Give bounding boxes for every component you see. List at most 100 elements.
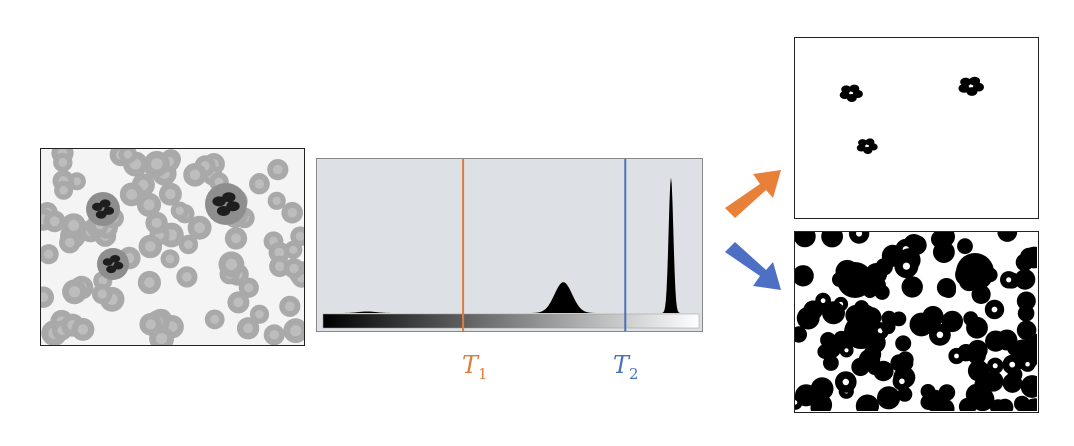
large-cell-blob xyxy=(956,253,994,291)
cell-blob xyxy=(897,351,914,368)
red-cell-center xyxy=(225,258,238,271)
cell-hole xyxy=(820,298,826,304)
red-cell-center xyxy=(72,177,81,186)
red-cell-center xyxy=(126,189,138,200)
cell-blob xyxy=(985,330,1007,352)
red-cell-center xyxy=(233,297,244,308)
red-cell-center xyxy=(64,237,75,248)
red-cell-center xyxy=(165,188,176,200)
cell-blob xyxy=(965,383,988,406)
nucleus-blob xyxy=(849,84,860,93)
red-cell-center xyxy=(289,245,298,254)
arrow-down-right-icon xyxy=(725,242,781,290)
cell-blob xyxy=(811,381,826,395)
binary-mask-nuclei xyxy=(794,37,1039,219)
nucleus-lobe xyxy=(99,199,111,208)
red-cell-center xyxy=(59,186,68,195)
large-cell-blob xyxy=(844,315,878,349)
blood-smear-drawing xyxy=(41,149,304,345)
red-cell-center xyxy=(295,231,304,241)
red-cell-center xyxy=(97,289,107,299)
white-cell xyxy=(97,248,129,280)
cell-blob xyxy=(821,232,843,248)
cell-blob xyxy=(851,357,870,377)
cell-hole xyxy=(899,378,905,385)
cell-blob xyxy=(795,265,814,287)
red-cell-center xyxy=(145,319,156,330)
cell-blob xyxy=(941,283,956,298)
cell-hole xyxy=(795,400,798,405)
cell-blob xyxy=(855,394,879,411)
red-cell-center xyxy=(231,233,241,244)
cell-blob xyxy=(1016,320,1037,341)
cell-blob xyxy=(877,386,901,410)
red-cell-center xyxy=(287,207,297,218)
nucleus-lobe xyxy=(103,206,115,215)
cell-blob xyxy=(1020,247,1037,267)
nucleus-blob xyxy=(969,76,981,86)
cell-blob xyxy=(922,305,944,328)
red-cell-center xyxy=(144,277,155,288)
cell-hole xyxy=(954,353,959,359)
cell-hole xyxy=(902,262,910,270)
red-cell-center xyxy=(151,158,163,170)
red-cell-center xyxy=(182,272,192,282)
nucleus-blob xyxy=(841,85,852,94)
cell-blob xyxy=(933,398,955,411)
red-cell-center xyxy=(175,206,184,215)
red-cell-center xyxy=(145,241,156,252)
cell-hole xyxy=(991,306,998,313)
red-cell-center xyxy=(41,292,49,303)
red-cell-center xyxy=(98,276,108,285)
cell-blob xyxy=(822,301,845,325)
histogram-panel xyxy=(316,158,703,332)
cell-blob xyxy=(1012,339,1033,360)
white-cell xyxy=(86,192,120,226)
cells-mask-drawing xyxy=(795,232,1037,411)
cell-blob xyxy=(1014,269,1036,290)
nucleus-blob xyxy=(858,139,868,147)
threshold-label-t2: T2 xyxy=(613,351,639,383)
cell-blob xyxy=(1023,398,1037,411)
cell-blob xyxy=(823,355,839,371)
red-cell-center xyxy=(244,283,254,293)
red-cell-center xyxy=(273,164,283,175)
blood-smear-image xyxy=(40,148,305,346)
cell-blob xyxy=(795,232,816,248)
red-cell-center xyxy=(274,261,285,272)
cell-hole xyxy=(1006,277,1012,283)
cell-blob xyxy=(867,361,882,376)
nucleus-lobe xyxy=(110,255,121,263)
threshold-label-t1: T1 xyxy=(462,351,488,383)
cell-blob xyxy=(848,232,870,244)
red-cell-center xyxy=(156,332,168,345)
red-cell-center xyxy=(289,263,299,274)
large-cell-blob xyxy=(837,262,873,298)
red-cell-center xyxy=(210,314,220,324)
nucleus-blob xyxy=(960,77,972,87)
cell-blob xyxy=(901,276,923,298)
red-cell-center xyxy=(189,169,201,181)
red-cell-center xyxy=(151,217,162,228)
red-cell-center xyxy=(274,247,285,258)
red-cell-center xyxy=(290,325,302,337)
cell-blob xyxy=(810,394,833,411)
cell-blob xyxy=(966,316,988,339)
nucleus-lobe xyxy=(226,201,240,212)
cell-blob xyxy=(920,394,936,410)
cell-hole xyxy=(936,331,944,339)
red-cell-center xyxy=(123,150,133,159)
red-cell-center xyxy=(44,249,54,259)
cell-hole xyxy=(1025,361,1030,367)
nucleus-lobe xyxy=(212,196,226,207)
grayscale-ramp xyxy=(322,313,700,329)
red-cell-center xyxy=(58,158,68,167)
nucleus-lobe xyxy=(222,192,236,203)
cell-blob xyxy=(817,344,832,359)
cell-blob xyxy=(795,326,807,343)
cell-blob xyxy=(881,310,897,326)
cell-hole xyxy=(877,328,883,334)
nucleus-lobe xyxy=(216,206,231,216)
cell-blob xyxy=(957,238,973,255)
nuclei-mask-drawing xyxy=(839,76,984,155)
